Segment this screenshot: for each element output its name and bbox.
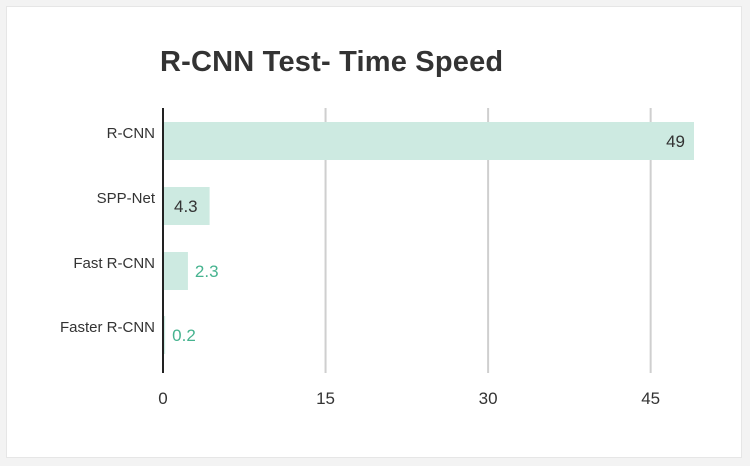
chart-title: R-CNN Test- Time Speed	[160, 46, 504, 78]
data-label: 49	[666, 132, 685, 151]
category-label: Faster R-CNN	[60, 319, 155, 336]
chart-card	[6, 6, 742, 458]
category-label: R-CNN	[107, 125, 155, 142]
category-label: SPP-Net	[97, 190, 156, 207]
x-tick-label: 0	[158, 389, 167, 408]
x-tick-label: 30	[479, 389, 498, 408]
bar	[163, 252, 188, 290]
bar	[163, 122, 694, 160]
category-label: Fast R-CNN	[73, 255, 155, 272]
bar	[163, 187, 210, 225]
data-label: 2.3	[195, 262, 219, 281]
data-label: 0.2	[172, 326, 196, 345]
data-label: 4.3	[174, 197, 198, 216]
bar	[163, 316, 166, 354]
x-tick-label: 15	[316, 389, 335, 408]
x-tick-label: 45	[641, 389, 660, 408]
